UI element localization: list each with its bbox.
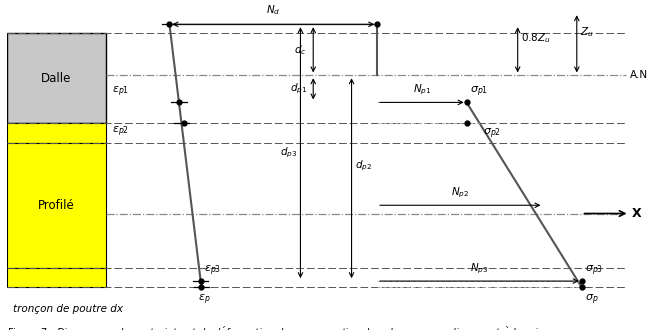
Text: $N_{p2}$: $N_{p2}$	[451, 185, 469, 200]
Text: $\sigma_{p2}$: $\sigma_{p2}$	[483, 126, 501, 141]
Text: $0.8Z_u$: $0.8Z_u$	[521, 31, 550, 45]
Text: $\sigma_{p1}$: $\sigma_{p1}$	[469, 85, 488, 99]
Text: $d_{p1}$: $d_{p1}$	[289, 82, 307, 96]
Text: tronçon de poutre dx: tronçon de poutre dx	[13, 304, 123, 314]
Text: $Z_u$: $Z_u$	[580, 25, 593, 39]
Text: $\varepsilon_{p}$: $\varepsilon_{p}$	[198, 293, 211, 308]
Text: $N_{p1}$: $N_{p1}$	[413, 82, 431, 97]
Text: $d_c$: $d_c$	[294, 43, 307, 57]
Text: $\varepsilon_{p3}$: $\varepsilon_{p3}$	[204, 264, 221, 278]
Text: Dalle: Dalle	[41, 72, 71, 85]
Text: A.N: A.N	[630, 70, 647, 81]
Text: $\sigma_{p}$: $\sigma_{p}$	[585, 293, 599, 308]
Text: $N_d$: $N_d$	[266, 3, 280, 17]
Text: $\sigma_{p3}$: $\sigma_{p3}$	[585, 264, 603, 278]
Text: $d_{p2}$: $d_{p2}$	[355, 159, 372, 173]
Text: $\varepsilon_{p2}$: $\varepsilon_{p2}$	[112, 125, 129, 139]
Text: Profilé: Profilé	[38, 199, 74, 212]
Text: X: X	[631, 207, 641, 220]
Text: $N_{p3}$: $N_{p3}$	[470, 261, 488, 276]
Text: $d_{p3}$: $d_{p3}$	[280, 146, 297, 160]
Bar	[7, 33, 106, 123]
Bar	[7, 123, 106, 143]
Bar	[7, 268, 106, 287]
Bar	[7, 143, 106, 268]
Text: $\varepsilon_{p1}$: $\varepsilon_{p1}$	[112, 85, 129, 99]
Text: Figure 7.  $\it{Diagramme\ de\ contrainte\ et\ de\ d\acute{e}formation\ dans\ un: Figure 7. $\it{Diagramme\ de\ contrainte…	[7, 325, 571, 330]
